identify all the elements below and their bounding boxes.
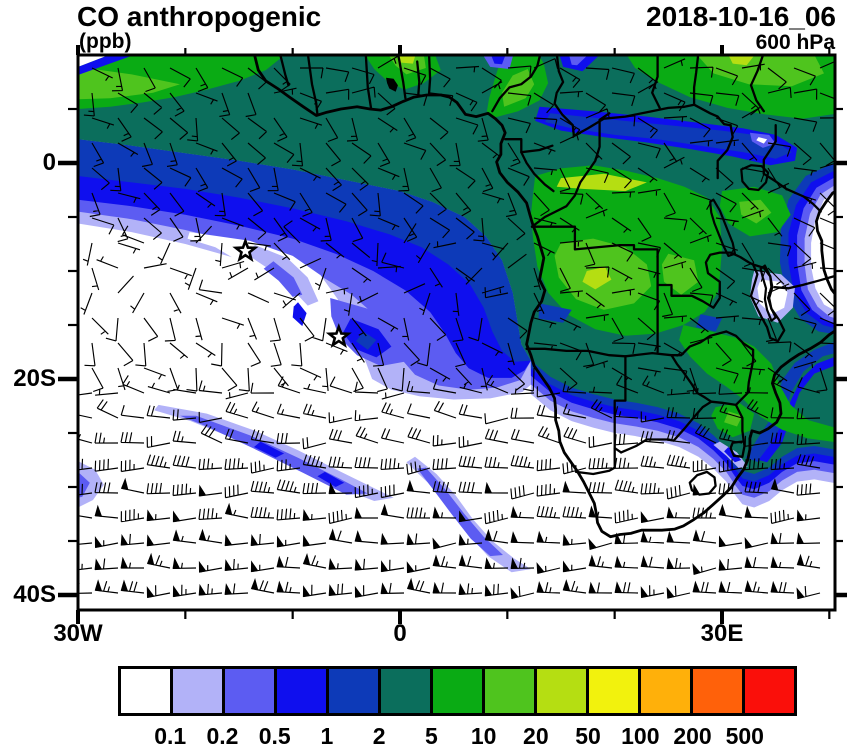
country-border [716,124,734,180]
colorbar-cell [485,669,537,713]
colorbar [118,666,797,716]
lake-outline [740,164,770,192]
units-label: (ppb) [79,30,132,53]
y-axis-tick-label: 20S [13,365,56,392]
country-border [491,55,542,113]
colorbar-tick-label: 100 [621,723,660,749]
plot-title: CO anthropogenic [77,1,322,32]
colorbar-cell [173,669,225,713]
colorbar-tick-label: 0.1 [154,723,187,749]
colorbar-tick-label: 200 [673,723,712,749]
country-border [553,55,576,138]
country-border [762,124,777,175]
datetime-label: 2018-10-16_06 [646,1,836,32]
colorbar-cell [745,669,794,713]
lake-volta [386,77,398,92]
colorbar-cell [277,669,329,713]
wind-barbs [78,55,835,600]
colorbar-tick-label: 0.5 [258,723,291,749]
country-border [520,151,555,193]
colorbar-tick-label: 50 [575,723,601,749]
country-border [692,55,700,106]
country-border [729,438,746,458]
island-star-marker [232,237,259,263]
country-border [656,251,755,309]
colorbar-tick-label: 2 [372,723,386,749]
country-border [530,112,611,228]
colorbar-cell [641,669,693,713]
x-axis-tick-label: 30W [53,620,103,647]
country-border [364,55,373,110]
country-border [572,103,732,138]
island-star-marker [325,323,352,349]
colorbar-tick-label: 20 [523,723,549,749]
colorbar-tick-label: 500 [725,723,764,749]
colorbar-tick-label: 1 [320,723,334,749]
colorbar-tick-label: 0.2 [206,723,239,749]
x-axis-tick-label: 30E [700,620,744,647]
pressure-level-label: 600 hPa [755,31,835,54]
country-border [416,60,421,98]
colorbar-cell [225,669,277,713]
country-border [710,400,738,407]
colorbar-cell [537,669,589,713]
lake-outline [709,198,736,257]
colorbar-cell [329,669,381,713]
y-axis-tick-label: 40S [13,581,56,608]
colorbar-cell [121,669,173,713]
country-border [734,403,745,441]
country-border [613,355,627,454]
colorbar-tick-label: 5 [424,723,438,749]
country-border [427,55,432,96]
colorbar-cell [589,669,641,713]
x-axis-tick-label: 0 [393,620,407,647]
coastline [815,189,835,297]
map-frame [76,53,837,612]
country-border [773,275,835,290]
colorbar-cell [381,669,433,713]
country-border [670,354,713,403]
colorbar-cell [433,669,485,713]
y-axis-tick-label: 0 [42,149,56,176]
co-concentration-fill [78,55,835,573]
country-border [530,225,659,287]
country-border [762,172,822,213]
colorbar-tick-label: 10 [470,723,497,749]
colorbar-cell [693,669,745,713]
country-border [725,330,755,407]
country-border [525,347,673,358]
country-border [670,330,728,357]
country-border [574,446,616,476]
